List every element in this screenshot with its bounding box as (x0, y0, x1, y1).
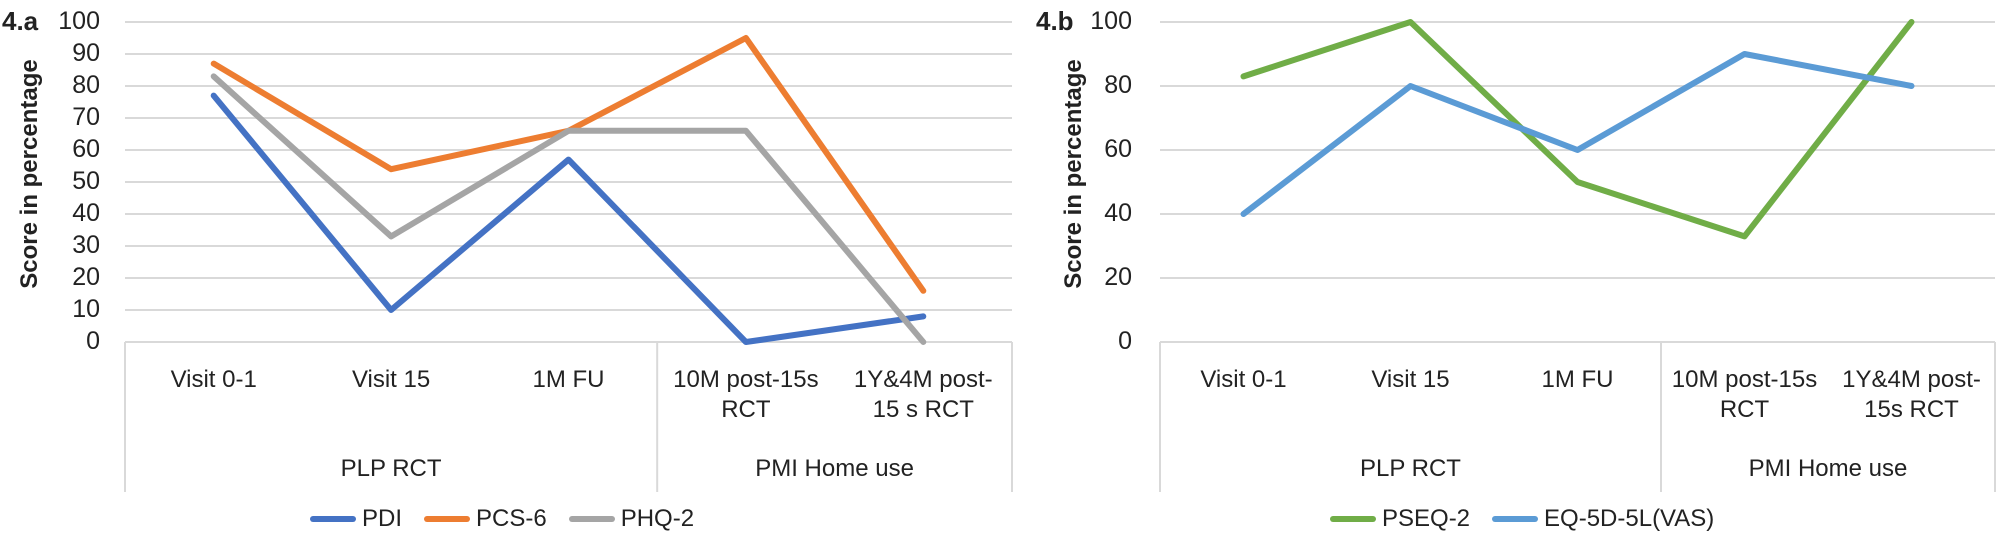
x-axis-category-label: Visit 15 (351, 366, 431, 393)
x-axis-category-label: 10M post-15s RCT (673, 366, 819, 423)
panel-label-4b: 4.b (1036, 6, 1074, 36)
legend-4a: PDI PCS-6 PHQ-2 (310, 505, 694, 533)
chart-4a: 4.a Score in percentage 100 90 80 70 60 50 40 3… (2, 6, 1013, 533)
x-axis-category-label: Visit 15 (1371, 366, 1450, 393)
series-line-pseq-2 (1240, 19, 1915, 240)
y-tick-label: 100 (58, 7, 100, 35)
panel-label-4a: 4.a (2, 6, 39, 36)
legend-swatch-icon (310, 516, 356, 522)
legend-4b: PSEQ-2 EQ-5D-5L(VAS) (1330, 505, 1714, 533)
x-axis-category-label: Visit 0-1 (170, 366, 257, 393)
y-tick-label: 40 (72, 199, 100, 227)
legend-swatch-icon (1330, 516, 1376, 522)
y-tick-label: 50 (72, 167, 100, 195)
x-axis-group-label: PMI Home use (1748, 455, 1908, 482)
y-tick-label: 30 (72, 231, 100, 259)
x-axis-category-label: 1Y&4M post- 15s RCT (1842, 366, 1981, 423)
legend-swatch-icon (568, 516, 615, 522)
y-tick-label: 60 (72, 135, 100, 163)
y-tick-label: 80 (72, 71, 100, 99)
legend-item: PCS-6 (424, 505, 547, 533)
legend-item: PDI (310, 505, 402, 533)
y-tick-label: 70 (72, 103, 100, 131)
x-axis-category-label: Visit 0-1 (1200, 366, 1287, 393)
legend-item: EQ-5D-5L(VAS) (1492, 505, 1714, 533)
legend-swatch-icon (1492, 516, 1539, 522)
series-line-phq-2 (210, 73, 927, 345)
plot-area-4a (124, 21, 1013, 492)
y-tick-label: 90 (72, 39, 100, 67)
chart-4b: 4.b Score in percentage 100 80 60 40 20 0 PLP… (1030, 0, 2000, 547)
series-line-eq-5d-5l-vas- (1240, 51, 1915, 217)
y-tick-label: 0 (1118, 327, 1132, 355)
y-tick-label: 0 (86, 327, 100, 355)
legend-label: PHQ-2 (620, 505, 695, 532)
legend-item: PSEQ-2 (1330, 505, 1470, 533)
x-axis-group-label: PMI Home use (755, 455, 914, 482)
legend-label: PCS-6 (476, 505, 547, 532)
x-axis-category-label: 10M post-15s RCT (1671, 366, 1818, 423)
plot-area-4b (1159, 19, 1996, 492)
x-axis-category-label: 1M FU (532, 366, 605, 393)
y-tick-label: 20 (1104, 263, 1132, 291)
legend-swatch-icon (424, 516, 471, 522)
x-axis-category-label: 1Y&4M post- 15 s RCT (853, 366, 993, 423)
series-line-pcs-6 (210, 35, 927, 294)
y-tick-label: 40 (1104, 199, 1132, 227)
x-axis-group-label: PLP RCT (1360, 455, 1461, 482)
x-axis-group-label: PLP RCT (340, 455, 442, 482)
y-tick-label: 60 (1104, 135, 1132, 163)
legend-label: EQ-5D-5L(VAS) (1544, 505, 1715, 532)
x-axis-category-label: 1M FU (1541, 366, 1614, 393)
y-tick-label: 10 (72, 295, 100, 323)
legend-label: PDI (362, 505, 403, 532)
series-line-pdi (210, 92, 927, 345)
y-tick-label: 100 (1090, 7, 1132, 35)
y-tick-label: 20 (72, 263, 100, 291)
y-tick-label: 80 (1104, 71, 1132, 99)
legend-label: PSEQ-2 (1382, 505, 1471, 532)
legend-item: PHQ-2 (568, 505, 695, 533)
